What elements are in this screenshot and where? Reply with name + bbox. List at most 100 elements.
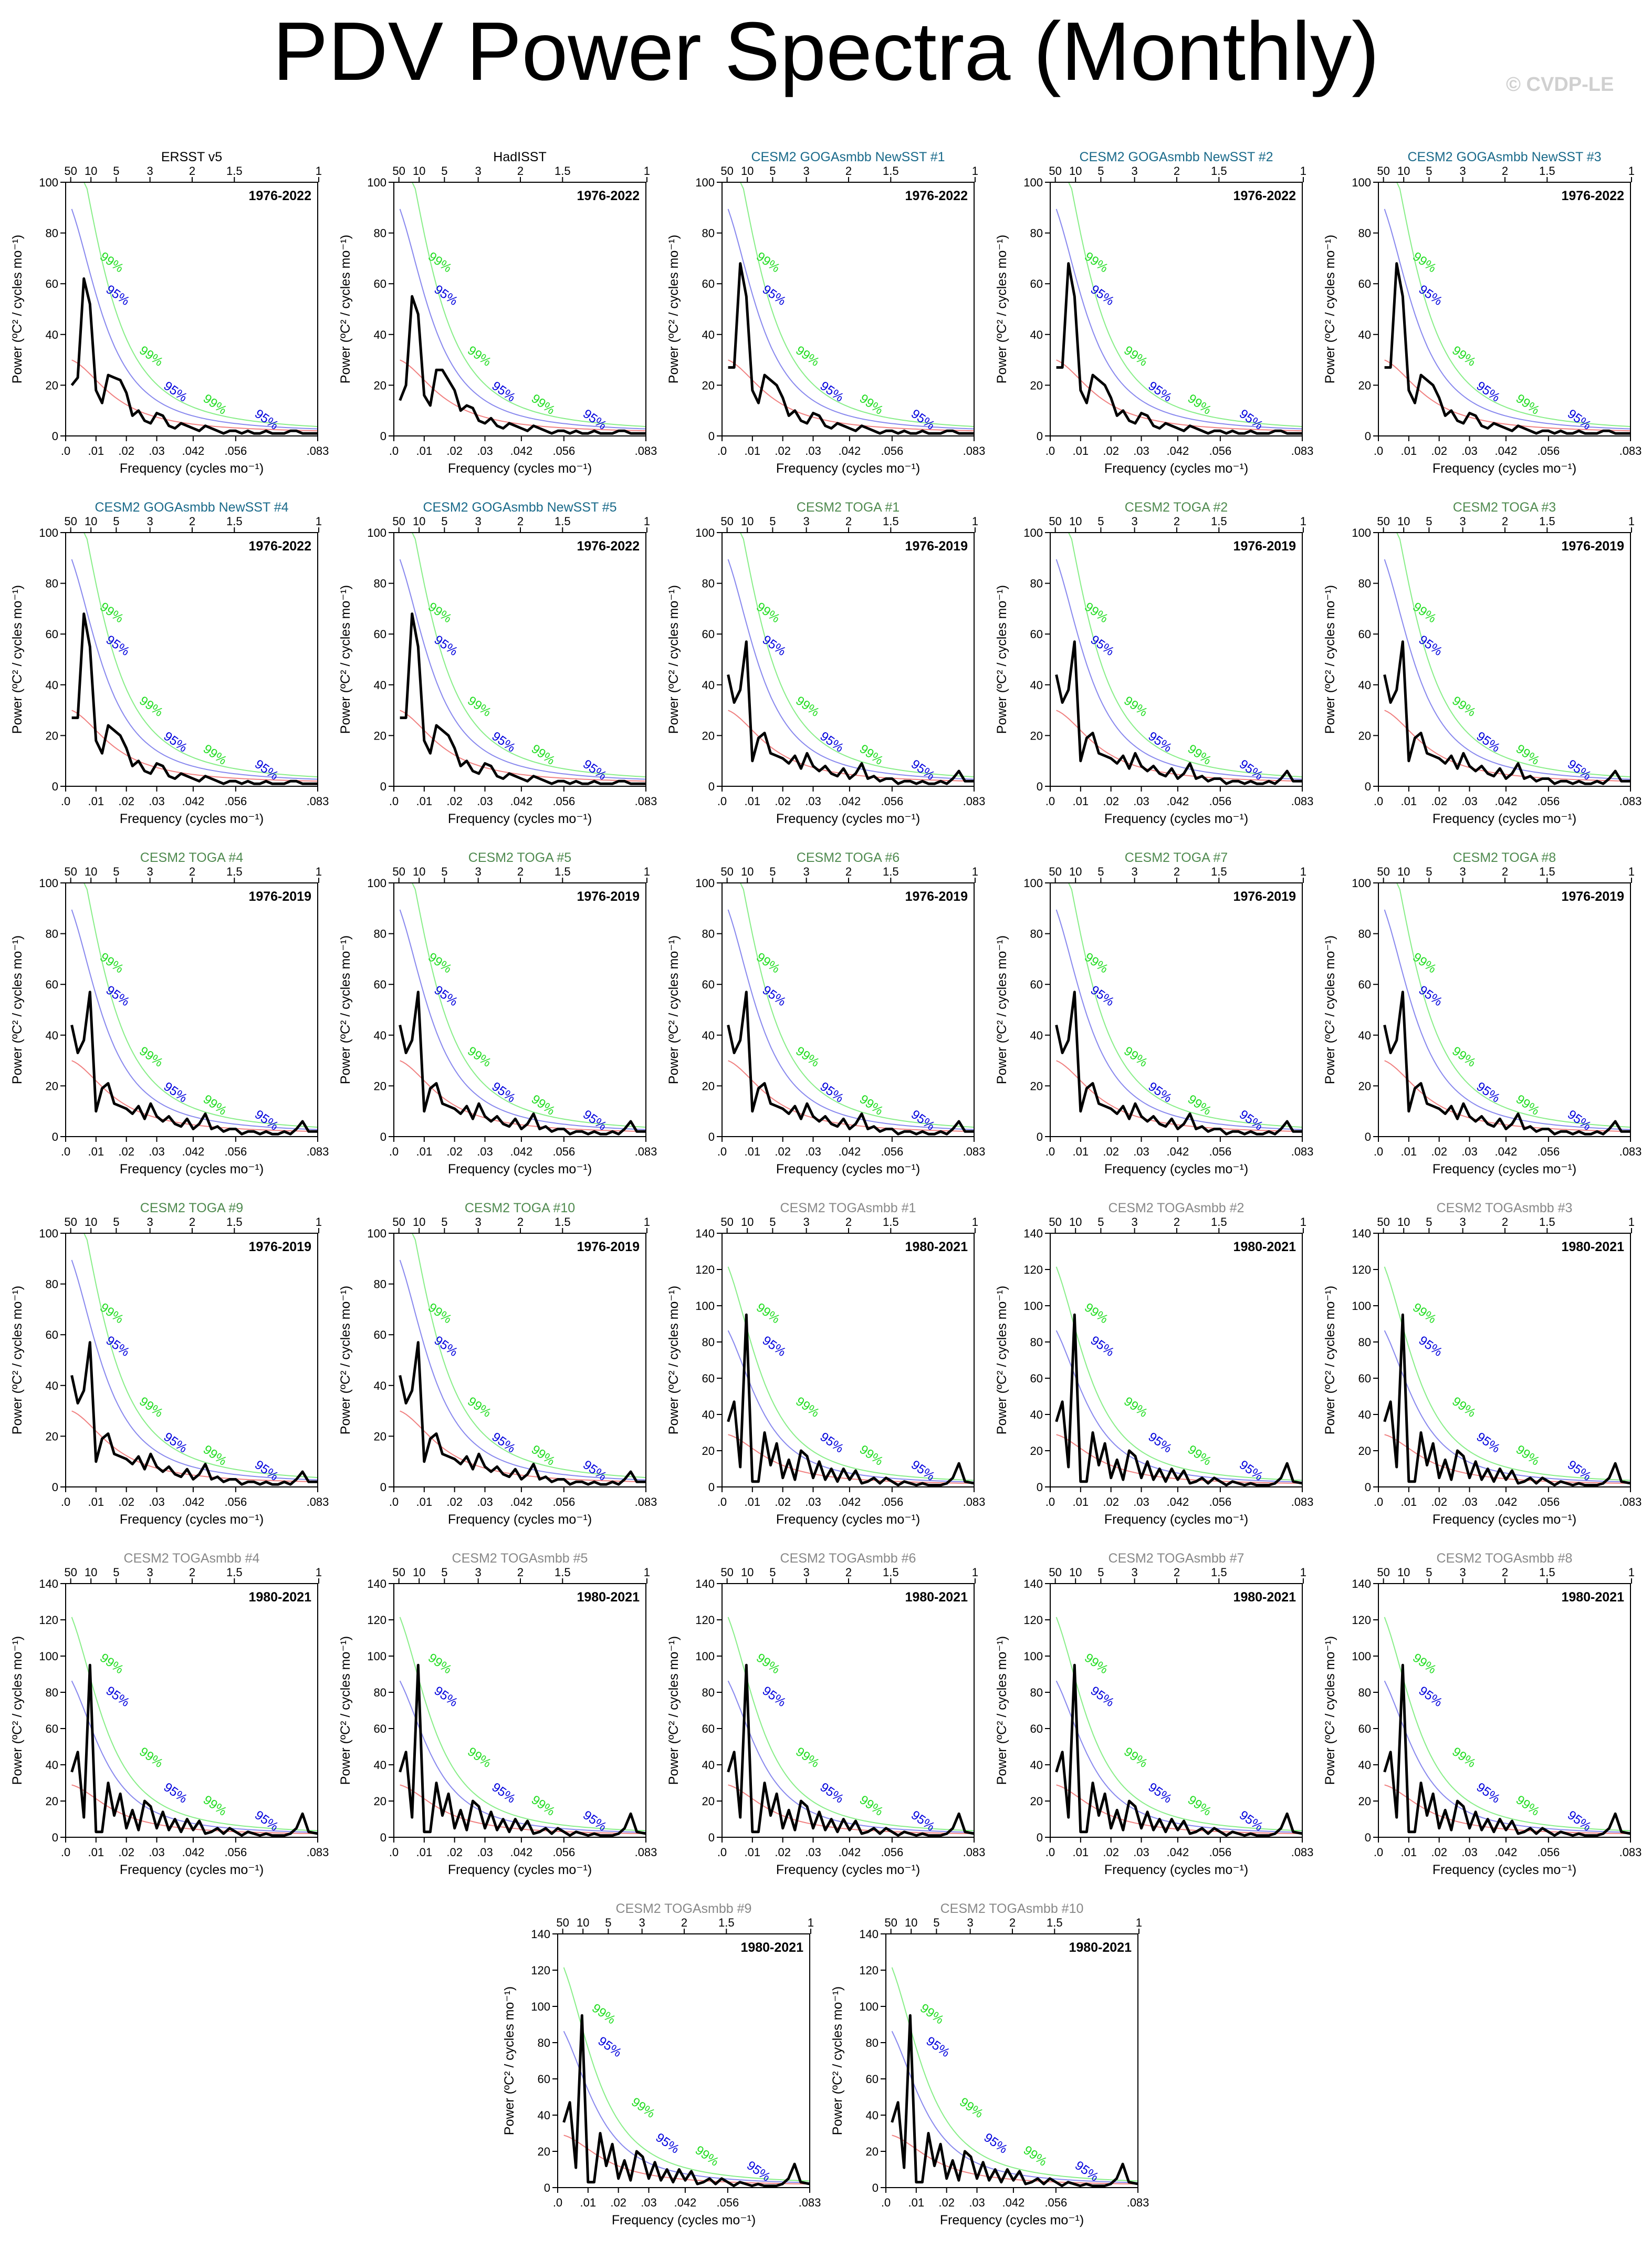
y-tick-label: 40 [1358, 1408, 1371, 1421]
conf95-label: 95% [1474, 379, 1503, 405]
y-tick-label: 0 [1365, 430, 1371, 443]
conf95-label: 95% [1088, 1333, 1117, 1359]
spectrum-line [400, 612, 646, 785]
conf95-label: 95% [760, 632, 789, 659]
period-tick-label: 1.5 [883, 865, 899, 878]
x-axis-label: Frequency (cycles mo⁻¹) [120, 1162, 264, 1177]
period-tick-label: 5 [113, 164, 119, 178]
y-tick-label: 80 [1358, 227, 1371, 240]
x-tick-label: .01 [1073, 444, 1089, 457]
y-tick-label: 60 [46, 1722, 58, 1735]
x-axis-label: Frequency (cycles mo⁻¹) [1433, 461, 1576, 476]
y-tick-label: 40 [46, 1029, 58, 1042]
x-tick-label: .056 [881, 444, 903, 457]
x-tick-label: .083 [635, 1846, 657, 1859]
period-tick-label: 50 [720, 515, 733, 528]
x-tick-label: .02 [775, 1145, 791, 1158]
period-tick-label: 3 [147, 1566, 153, 1579]
conf99-label: 99% [1121, 1744, 1150, 1771]
conf99-label: 99% [97, 1300, 126, 1327]
period-tick-label: 5 [441, 865, 447, 878]
period-tick-label: 5 [769, 1215, 776, 1229]
y-tick-label: 20 [1030, 1795, 1043, 1808]
conf99-curve [1384, 182, 1631, 428]
y-axis-label: Power (ºC² / cycles mo⁻¹) [10, 1636, 25, 1785]
conf95-label: 95% [760, 282, 789, 308]
spectrum-line [399, 1341, 646, 1486]
conf95-curve [71, 559, 318, 780]
spectrum-panel: 95%95%95%99%99%99%020406080100120140.0.0… [1323, 1201, 1641, 1527]
y-tick-label: 60 [702, 277, 715, 290]
y-tick-label: 40 [46, 1758, 58, 1772]
conf99-curve [728, 532, 975, 778]
period-tick-label: 50 [556, 1916, 569, 1929]
y-tick-label: 60 [46, 628, 58, 641]
period-label: 1976-2019 [905, 539, 968, 554]
x-tick-label: .056 [552, 1495, 575, 1508]
period-tick-label: 3 [475, 865, 482, 878]
period-tick-label: 1.5 [226, 515, 243, 528]
spectrum-line [1383, 991, 1630, 1136]
period-tick-label: 1.5 [226, 1566, 243, 1579]
panel-title: CESM2 TOGAsmbb #6 [780, 1551, 916, 1566]
x-tick-label: .01 [1401, 1145, 1417, 1158]
y-tick-label: 100 [695, 1299, 715, 1313]
period-tick-label: 1.5 [1539, 1566, 1555, 1579]
period-tick-label: 2 [1502, 164, 1508, 178]
x-tick-label: .03 [805, 1846, 821, 1859]
y-tick-label: 60 [1358, 1722, 1371, 1735]
y-tick-label: 20 [702, 729, 715, 742]
x-tick-label: .0 [61, 1145, 70, 1158]
conf99-label: 99% [754, 950, 782, 976]
y-tick-label: 100 [367, 176, 386, 189]
spectrum-line [70, 277, 318, 435]
y-tick-label: 0 [52, 1130, 58, 1143]
spectrum-line [399, 295, 646, 435]
spectrum-panel: 95%95%95%99%99%99%020406080100120140.0.0… [995, 1201, 1313, 1527]
y-tick-label: 40 [46, 679, 58, 692]
y-tick-label: 40 [1358, 679, 1371, 692]
period-tick-label: 1.5 [883, 1215, 899, 1229]
y-tick-label: 20 [374, 1430, 386, 1443]
x-tick-label: .056 [224, 1495, 247, 1508]
conf95-curve [1055, 559, 1303, 780]
period-tick-label: 1 [316, 1566, 322, 1579]
spectrum-panel: 95%95%95%99%99%99%020406080100.0.01.02.0… [10, 150, 329, 476]
y-tick-label: 80 [1358, 928, 1371, 941]
x-tick-label: .056 [881, 1145, 903, 1158]
period-tick-label: 2 [517, 1215, 524, 1229]
x-tick-label: .03 [477, 795, 493, 808]
period-tick-label: 3 [1460, 515, 1466, 528]
x-tick-label: .056 [881, 1495, 903, 1508]
conf95-label: 95% [760, 1683, 789, 1710]
y-tick-label: 80 [46, 928, 58, 941]
period-tick-label: 1.5 [718, 1916, 735, 1929]
x-tick-label: .083 [1619, 795, 1642, 808]
period-tick-label: 1.5 [226, 865, 243, 878]
conf95-curve [727, 559, 975, 780]
y-tick-label: 100 [367, 526, 386, 539]
period-label: 1980-2021 [905, 1590, 968, 1605]
period-tick-label: 10 [1069, 1215, 1082, 1229]
conf95-label: 95% [818, 729, 846, 755]
period-tick-label: 50 [1377, 1215, 1389, 1229]
x-tick-label: .042 [1494, 795, 1517, 808]
y-tick-label: 80 [374, 1278, 386, 1291]
y-tick-label: 100 [39, 1227, 58, 1240]
period-tick-label: 1 [1300, 1566, 1306, 1579]
conf99-label: 99% [1021, 2143, 1050, 2169]
panel-title: CESM2 TOGA #4 [140, 850, 243, 865]
spectrum-line [562, 2014, 810, 2188]
period-tick-label: 10 [577, 1916, 589, 1929]
conf95-label: 95% [432, 983, 461, 1009]
panel-title: CESM2 TOGA #8 [1453, 850, 1556, 865]
y-tick-label: 140 [695, 1577, 715, 1590]
period-tick-label: 1 [644, 865, 650, 878]
x-tick-label: .03 [805, 1145, 821, 1158]
conf99-curve [1384, 1617, 1631, 1831]
conf99-label: 99% [1449, 1394, 1478, 1420]
period-label: 1976-2019 [1561, 889, 1624, 904]
x-tick-label: .01 [1401, 444, 1417, 457]
y-tick-label: 40 [538, 2109, 550, 2122]
x-tick-label: .0 [1045, 1145, 1055, 1158]
